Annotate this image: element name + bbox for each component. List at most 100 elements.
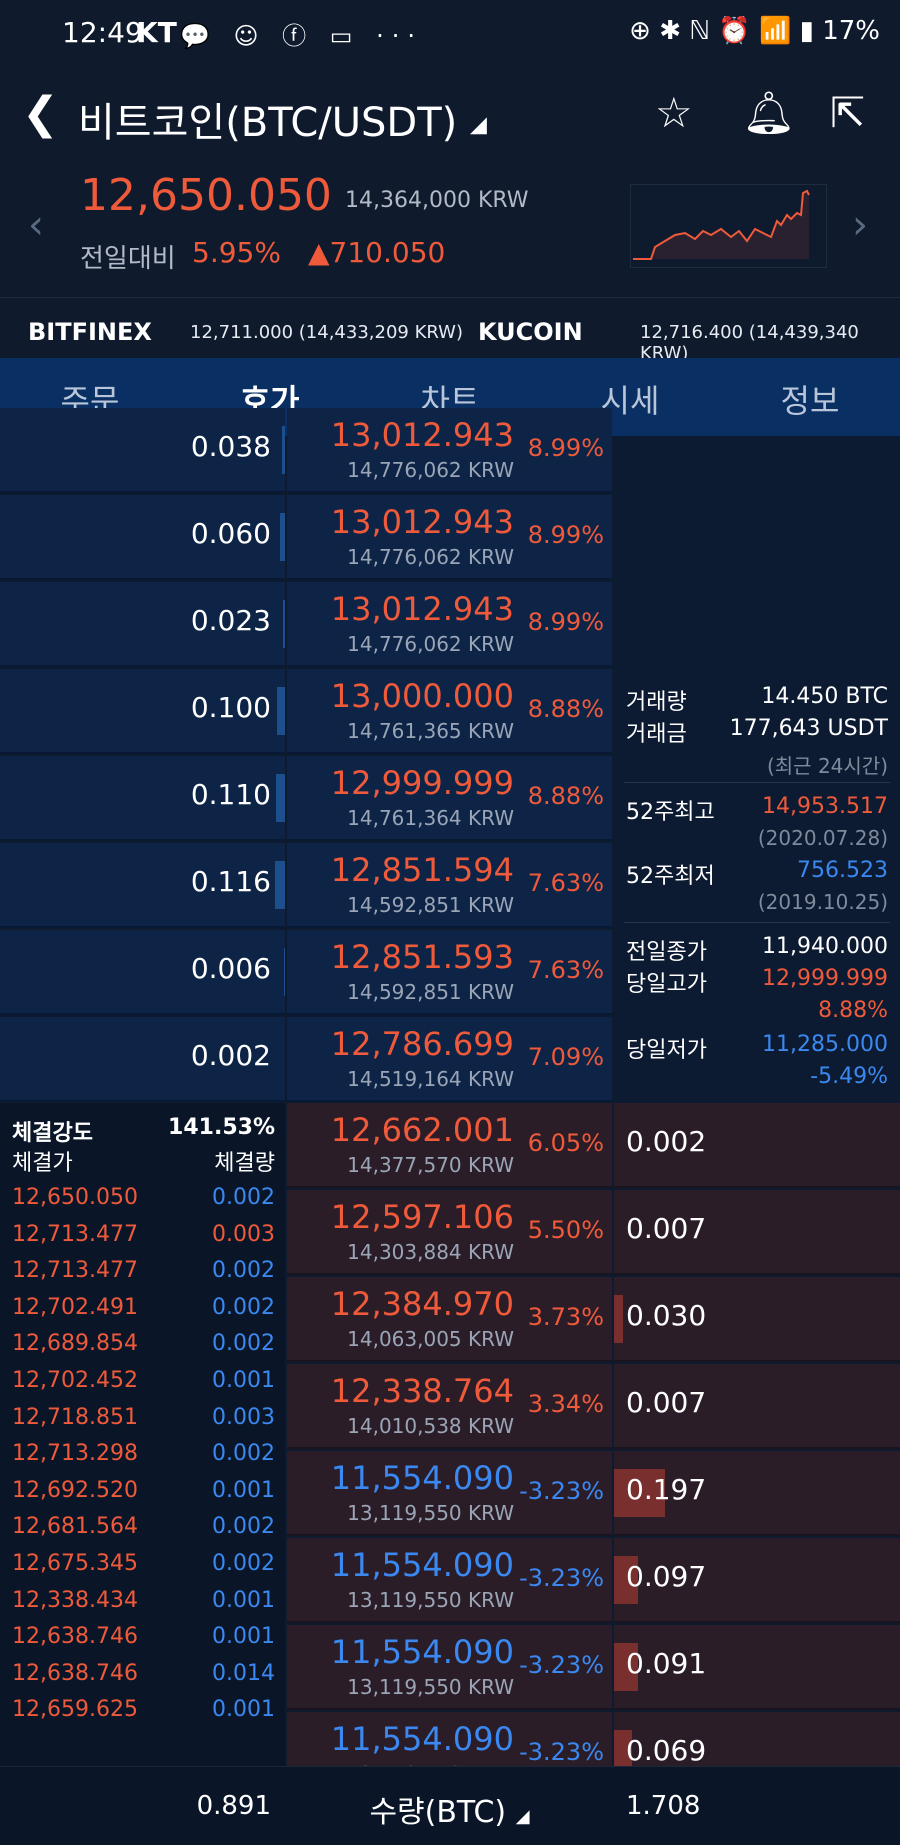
ask-qty-cell[interactable]: 0.100 (0, 669, 285, 754)
bid-price-cell[interactable]: 12,338.764 14,010,538 KRW 3.34% (287, 1364, 612, 1449)
ask-price-cell[interactable]: 13,012.943 14,776,062 KRW 8.99% (287, 582, 612, 667)
ask-price-krw: 14,592,851 KRW (347, 980, 514, 1004)
exchange-name-kucoin: KUCOIN (478, 318, 583, 346)
trade-row: 12,650.050 0.002 (0, 1185, 285, 1221)
ask-price: 12,786.699 (330, 1025, 514, 1063)
ask-depth-bar (283, 600, 285, 648)
trade-price: 12,659.625 (12, 1697, 138, 1723)
bid-qty-cell[interactable]: 0.097 (614, 1538, 900, 1623)
ask-percent: 8.88% (527, 695, 604, 723)
bid-price-krw: 13,119,550 KRW (347, 1501, 514, 1525)
ask-percent: 8.99% (527, 608, 604, 636)
ask-qty-cell[interactable]: 0.006 (0, 930, 285, 1015)
bid-qty: 0.007 (626, 1386, 707, 1419)
bid-qty-cell[interactable]: 0.007 (614, 1190, 900, 1275)
bid-total-qty: 1.708 (626, 1791, 701, 1821)
trade-price: 12,702.491 (12, 1294, 138, 1320)
ask-depth-bar (284, 948, 285, 996)
trade-price: 12,675.345 (12, 1551, 138, 1576)
ask-qty-cell[interactable]: 0.023 (0, 582, 285, 667)
bid-price-cell[interactable]: 11,554.090 13,119,550 KRW -3.23% (287, 1625, 612, 1710)
ask-qty-cell[interactable]: 0.002 (0, 1017, 285, 1102)
bid-percent: 5.50% (527, 1216, 604, 1244)
back-icon[interactable]: ❮ (22, 88, 59, 139)
trade-price: 12,650.050 (12, 1185, 138, 1210)
bid-price-cell[interactable]: 11,554.090 13,119,550 KRW -3.23% (287, 1451, 612, 1536)
low52-date: (2019.10.25) (757, 890, 888, 914)
day-high-value: 12,999.999 (762, 966, 888, 991)
trade-price: 12,713.298 (12, 1441, 138, 1467)
ask-depth-bar (276, 774, 285, 822)
bid-price: 11,554.090 (330, 1459, 514, 1497)
bid-qty-cell[interactable]: 0.007 (614, 1364, 900, 1449)
ask-price-cell[interactable]: 13,012.943 14,776,062 KRW 8.99% (287, 408, 612, 493)
period-note: (최근 24시간) (766, 754, 888, 778)
orderbook-footer: 0.891 수량(BTC) ◢ 1.708 (0, 1766, 900, 1845)
trade-qty: 0.002 (212, 1551, 275, 1576)
bid-percent: 3.73% (527, 1303, 604, 1331)
ask-depth-bar (275, 861, 285, 909)
ask-price-cell[interactable]: 12,999.999 14,761,364 KRW 8.88% (287, 756, 612, 841)
bid-qty-cell[interactable]: 0.030 (614, 1277, 900, 1362)
ask-qty: 0.002 (190, 1039, 271, 1072)
ask-depth-bar (280, 513, 285, 561)
trade-row: 12,692.520 0.001 (0, 1478, 285, 1514)
ask-price-cell[interactable]: 12,851.593 14,592,851 KRW 7.63% (287, 930, 612, 1015)
bid-qty: 0.002 (626, 1125, 707, 1158)
mini-price-chart[interactable] (630, 184, 827, 268)
ask-percent: 8.88% (527, 782, 604, 810)
prev-close-value: 11,940.000 (762, 934, 888, 959)
clock: 12:49 (62, 16, 143, 49)
ask-qty-cell[interactable]: 0.110 (0, 756, 285, 841)
unit-selector[interactable]: 수량(BTC) ◢ (287, 1787, 612, 1831)
day-low-value: 11,285.000 (762, 1032, 888, 1057)
order-book: 0.038 13,012.943 14,776,062 KRW 8.99% 0.… (0, 408, 900, 1797)
prev-chevron-icon[interactable]: ‹ (28, 202, 44, 248)
bid-qty-cell[interactable]: 0.197 (614, 1451, 900, 1536)
ask-qty-cell[interactable]: 0.116 (0, 843, 285, 928)
notification-icons: 💬 ☺ ⓕ ▭ ··· (180, 22, 423, 50)
ask-percent: 7.63% (527, 869, 604, 897)
bid-price-cell[interactable]: 12,384.970 14,063,005 KRW 3.73% (287, 1277, 612, 1362)
price-krw: 14,364,000 KRW (345, 188, 529, 213)
ask-price-krw: 14,592,851 KRW (347, 893, 514, 917)
ask-qty-cell[interactable]: 0.060 (0, 495, 285, 580)
bid-price-cell[interactable]: 12,662.001 14,377,570 KRW 6.05% (287, 1103, 612, 1188)
status-bar: 12:49 KT 💬 ☺ ⓕ ▭ ··· ⊕ ✱ ℕ ⏰ 📶 ▮ 17% (0, 0, 900, 66)
trade-row: 12,702.491 0.002 (0, 1295, 285, 1331)
trade-row: 12,702.452 0.001 (0, 1368, 285, 1404)
bid-qty-cell[interactable]: 0.002 (614, 1103, 900, 1188)
star-icon[interactable]: ☆ (655, 88, 693, 137)
bid-qty-cell[interactable]: 0.091 (614, 1625, 900, 1710)
trade-qty: 0.002 (212, 1294, 275, 1320)
ask-price-cell[interactable]: 13,000.000 14,761,365 KRW 8.88% (287, 669, 612, 754)
trade-row: 12,713.298 0.002 (0, 1441, 285, 1477)
low52-label: 52주최저 (626, 864, 715, 889)
ask-price-cell[interactable]: 13,012.943 14,776,062 KRW 8.99% (287, 495, 612, 580)
bell-icon[interactable]: 🔔︎ (742, 88, 796, 137)
ask-price: 13,012.943 (330, 503, 514, 541)
trade-price: 12,338.434 (12, 1587, 138, 1613)
bid-price-krw: 14,303,884 KRW (347, 1240, 514, 1264)
bid-qty: 0.091 (626, 1647, 707, 1680)
trade-qty: 0.003 (212, 1404, 275, 1430)
bid-depth-bar (614, 1469, 665, 1517)
bid-price-cell[interactable]: 12,597.106 14,303,884 KRW 5.50% (287, 1190, 612, 1275)
ask-qty: 0.100 (190, 691, 271, 724)
trade-qty: 0.002 (212, 1258, 275, 1284)
coin-title-text: 비트코인(BTC/USDT) (78, 100, 458, 146)
trade-qty: 0.001 (212, 1368, 275, 1393)
bid-qty: 0.097 (626, 1560, 707, 1593)
ask-price-cell[interactable]: 12,786.699 14,519,164 KRW 7.09% (287, 1017, 612, 1102)
ask-qty-cell[interactable]: 0.038 (0, 408, 285, 493)
share-icon[interactable]: ⇱ (830, 88, 866, 137)
next-chevron-icon[interactable]: › (852, 202, 868, 248)
trade-row: 12,689.854 0.002 (0, 1331, 285, 1367)
trade-price: 12,718.851 (12, 1404, 138, 1430)
trade-qty: 0.002 (212, 1185, 275, 1210)
bid-price-cell[interactable]: 11,554.090 13,119,550 KRW -3.23% (287, 1538, 612, 1623)
tab-info[interactable]: 정보 (780, 382, 840, 420)
coin-title[interactable]: 비트코인(BTC/USDT) ◢ (78, 90, 487, 148)
ask-price-cell[interactable]: 12,851.594 14,592,851 KRW 7.63% (287, 843, 612, 928)
trade-row: 12,718.851 0.003 (0, 1405, 285, 1441)
